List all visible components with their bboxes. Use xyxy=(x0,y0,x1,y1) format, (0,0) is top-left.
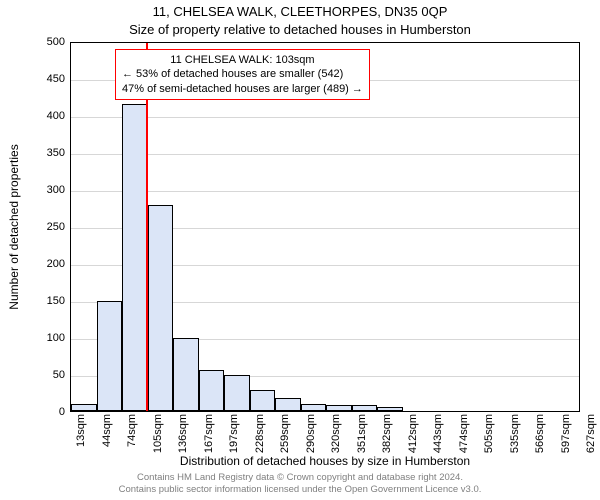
y-tick: 50 xyxy=(5,369,65,381)
x-tick: 597sqm xyxy=(560,414,572,453)
y-tick: 400 xyxy=(5,110,65,122)
x-tick: 505sqm xyxy=(483,414,495,453)
x-tick: 228sqm xyxy=(254,414,266,453)
x-tick: 105sqm xyxy=(152,414,164,453)
histogram-bar xyxy=(275,398,301,411)
x-tick: 259sqm xyxy=(279,414,291,453)
x-tick: 382sqm xyxy=(381,414,393,453)
y-tick: 250 xyxy=(5,221,65,233)
y-tick: 450 xyxy=(5,73,65,85)
histogram-bar xyxy=(173,338,199,411)
x-tick: 197sqm xyxy=(228,414,240,453)
property-info-box: 11 CHELSEA WALK: 103sqm← 53% of detached… xyxy=(115,49,370,100)
x-tick: 443sqm xyxy=(432,414,444,453)
figure: 11, CHELSEA WALK, CLEETHORPES, DN35 0QP … xyxy=(0,0,600,500)
histogram-bar xyxy=(97,301,123,411)
histogram-bar xyxy=(377,407,403,411)
x-tick: 290sqm xyxy=(305,414,317,453)
histogram-bar xyxy=(71,404,97,411)
chart-subtitle: Size of property relative to detached ho… xyxy=(0,22,600,37)
x-tick: 566sqm xyxy=(534,414,546,453)
x-tick: 13sqm xyxy=(75,414,87,447)
histogram-bar xyxy=(122,104,148,411)
x-tick: 474sqm xyxy=(458,414,470,453)
y-tick: 350 xyxy=(5,147,65,159)
x-tick: 627sqm xyxy=(585,414,597,453)
histogram-bar xyxy=(224,375,250,411)
x-tick: 412sqm xyxy=(407,414,419,453)
y-tick: 0 xyxy=(5,406,65,418)
info-box-line: 47% of semi-detached houses are larger (… xyxy=(122,82,363,96)
chart-title-address: 11, CHELSEA WALK, CLEETHORPES, DN35 0QP xyxy=(0,4,600,19)
x-tick: 136sqm xyxy=(177,414,189,453)
histogram-bar xyxy=(326,405,352,411)
info-box-line: 11 CHELSEA WALK: 103sqm xyxy=(122,53,363,67)
footnote-line-2: Contains public sector information licen… xyxy=(0,484,600,495)
x-tick: 167sqm xyxy=(203,414,215,453)
x-tick: 44sqm xyxy=(101,414,113,447)
footnote-line-1: Contains HM Land Registry data © Crown c… xyxy=(0,472,600,483)
y-tick: 300 xyxy=(5,184,65,196)
y-tick: 150 xyxy=(5,295,65,307)
x-tick: 74sqm xyxy=(126,414,138,447)
histogram-bar xyxy=(148,205,174,411)
y-tick: 200 xyxy=(5,258,65,270)
y-tick: 100 xyxy=(5,332,65,344)
info-box-line: ← 53% of detached houses are smaller (54… xyxy=(122,67,363,81)
histogram-bar xyxy=(199,370,225,411)
y-tick: 500 xyxy=(5,36,65,48)
histogram-bar xyxy=(250,390,276,411)
x-tick: 535sqm xyxy=(509,414,521,453)
x-tick: 320sqm xyxy=(330,414,342,453)
histogram-bar xyxy=(301,404,327,411)
histogram-bar xyxy=(352,405,378,411)
x-tick: 351sqm xyxy=(356,414,368,453)
x-axis-label: Distribution of detached houses by size … xyxy=(70,454,580,468)
